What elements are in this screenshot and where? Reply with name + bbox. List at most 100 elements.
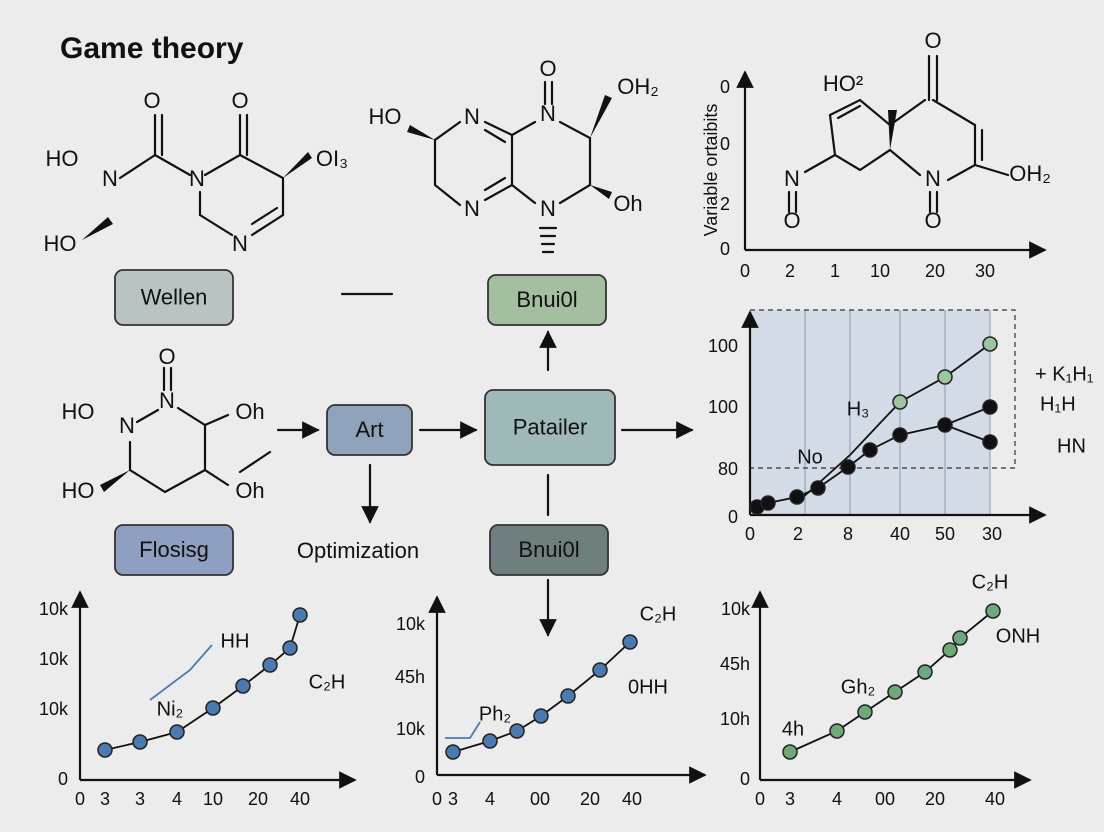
atom-label: Oh [235, 399, 264, 424]
point [592, 662, 608, 678]
point [132, 734, 148, 750]
point [937, 417, 953, 433]
wedge [888, 110, 897, 150]
point [937, 369, 953, 385]
point [760, 495, 776, 511]
box-label: Wellen [141, 284, 208, 309]
point [982, 336, 998, 352]
y-tick-label: 0 [720, 239, 730, 259]
wedge [590, 185, 612, 199]
x-tick-label: 4 [832, 789, 842, 809]
point [942, 642, 958, 658]
x-tick-label: 10 [203, 789, 223, 809]
y-tick-label: 0 [720, 134, 730, 154]
wedge [283, 152, 312, 178]
y-tick-label: 0 [415, 767, 425, 787]
y-tick-label: 10k [39, 649, 69, 669]
annotation: C₂H [972, 571, 1009, 593]
y-tick-label: 0 [740, 769, 750, 789]
wedge [407, 125, 435, 140]
y-tick-label: 10k [396, 614, 426, 634]
point [533, 708, 549, 724]
atom-label: N [540, 196, 556, 221]
x-tick-label: 3 [785, 789, 795, 809]
y-tick-label: 0 [58, 769, 68, 789]
atom-label: HO [62, 478, 95, 503]
bonds [128, 366, 272, 494]
atom-label: OI₃ [316, 146, 348, 171]
line [445, 721, 481, 739]
x-tick-label: 0 [745, 524, 755, 544]
box [484, 389, 616, 466]
annotation: Gh₂ [841, 676, 875, 698]
box [114, 269, 234, 326]
atom-label: OH₂ [617, 74, 659, 99]
annotation: C₂H [640, 603, 677, 625]
x-tick-label: 3 [448, 789, 458, 809]
x-tick-label: 40 [890, 524, 910, 544]
atom-label: Oh [613, 191, 642, 216]
point [789, 489, 805, 505]
box [489, 524, 609, 576]
point [205, 700, 221, 716]
wedge [590, 95, 612, 138]
annotation: No [797, 446, 823, 468]
y-tick-label: 100 [708, 397, 738, 417]
box-label: Flosisg [139, 537, 209, 562]
annotation: 0HH [628, 676, 668, 698]
atom-label: N [925, 166, 941, 191]
point [917, 664, 933, 680]
x-tick-label: 0 [432, 789, 442, 809]
annotation: C₂H [309, 671, 346, 693]
y-tick-label: 100 [708, 336, 738, 356]
atom-label: HO² [823, 71, 863, 96]
atom-label: N [540, 101, 556, 126]
point [97, 742, 113, 758]
point [887, 684, 903, 700]
x-tick-label: 3 [100, 789, 110, 809]
atom-label: O [783, 208, 800, 233]
point [782, 744, 798, 760]
bonds [118, 113, 285, 237]
x-tick-label: 00 [875, 789, 895, 809]
plot-area [750, 310, 990, 515]
x-tick-label: 0 [755, 789, 765, 809]
y-tick-label: 80 [718, 459, 738, 479]
atom-label: N [159, 388, 175, 413]
x-tick-label: 30 [975, 261, 995, 281]
atom-label: N [784, 166, 800, 191]
x-tick-label: 8 [843, 524, 853, 544]
wedge [82, 217, 113, 240]
y-tick-label: 0 [728, 507, 738, 527]
bonds [787, 54, 1010, 214]
x-tick-label: 30 [982, 524, 1002, 544]
x-tick-label: 00 [530, 789, 550, 809]
y-tick-label: 10k [39, 699, 69, 719]
bonds [433, 80, 592, 254]
y-axis-label: Variable ortaibits [701, 104, 721, 237]
x-tick-label: 20 [925, 261, 945, 281]
x-tick-label: 2 [785, 261, 795, 281]
x-tick-label: 10 [870, 261, 890, 281]
x-tick-label: 20 [925, 789, 945, 809]
annotation: Ni₂ [157, 698, 184, 720]
point [982, 399, 998, 415]
atom-label: N [464, 104, 480, 129]
x-tick-label: 2 [793, 524, 803, 544]
atom-label: N [232, 231, 248, 256]
line [149, 644, 213, 701]
point [892, 394, 908, 410]
annotation: H₁H [1040, 393, 1076, 415]
atom-label: N [102, 166, 118, 191]
point [235, 678, 251, 694]
point [169, 724, 185, 740]
y-tick-label: 2 [720, 194, 730, 214]
point [482, 733, 498, 749]
y-tick-label: 10k [721, 599, 751, 619]
x-tick-label: 0 [75, 789, 85, 809]
atom-label: O [231, 88, 248, 113]
wedge [100, 470, 130, 492]
